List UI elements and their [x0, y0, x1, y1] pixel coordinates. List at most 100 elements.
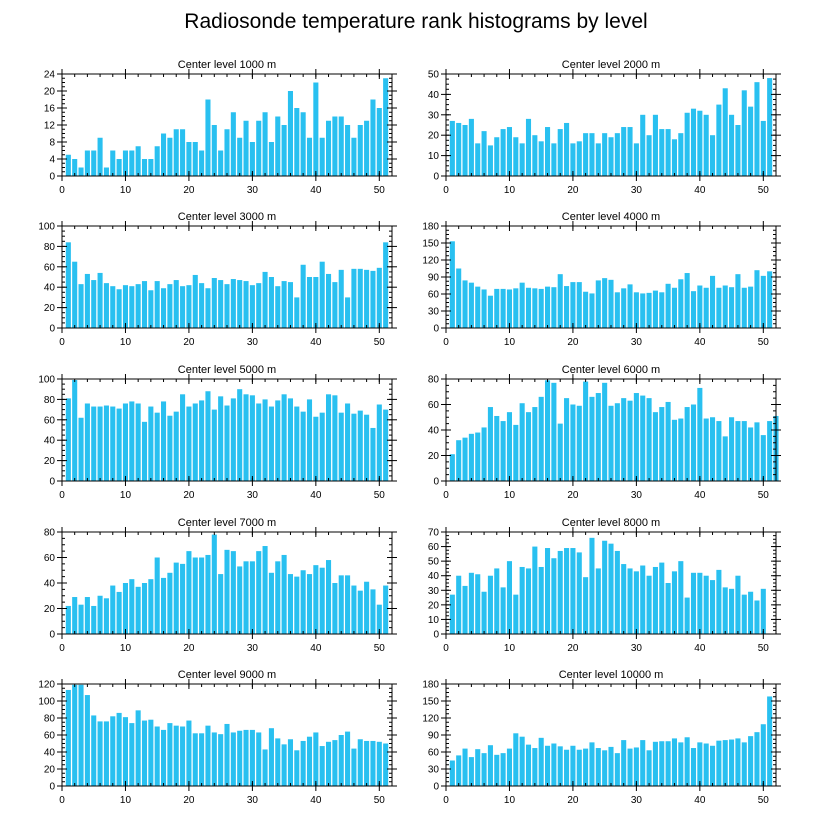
histogram-bar: [671, 419, 677, 481]
histogram-bar: [300, 112, 306, 176]
histogram-bar: [684, 407, 690, 481]
y-tick-label: 60: [44, 262, 56, 273]
histogram-bar: [621, 398, 627, 481]
histogram-bar: [456, 575, 462, 634]
y-tick-label: 100: [38, 222, 55, 233]
histogram-bar: [281, 281, 287, 328]
histogram-bar: [65, 154, 71, 176]
histogram-bar: [186, 142, 192, 176]
histogram-bar: [716, 287, 722, 328]
histogram-bar: [148, 579, 154, 634]
histogram-bar: [351, 268, 357, 328]
histogram-bar: [370, 427, 376, 481]
histogram-bar: [602, 540, 608, 634]
y-tick-label: 40: [44, 436, 56, 447]
histogram-bar: [275, 116, 281, 176]
histogram-bar: [199, 150, 205, 176]
x-tick-label: 0: [59, 490, 65, 501]
histogram-bar: [91, 605, 97, 634]
histogram-bar: [268, 142, 274, 176]
histogram-bar: [741, 742, 747, 786]
histogram-bar: [710, 580, 716, 634]
histogram-bar: [141, 720, 148, 786]
x-tick-label: 40: [694, 490, 706, 501]
y-tick-label: 60: [428, 542, 440, 553]
histogram-bar: [173, 129, 179, 176]
histogram-bar: [729, 739, 735, 786]
histogram-bar: [665, 283, 671, 328]
histogram-bar: [767, 78, 773, 176]
histogram-bar: [345, 575, 351, 634]
x-tick-label: 10: [120, 337, 132, 348]
x-tick-label: 30: [631, 795, 643, 806]
histogram-bar: [710, 417, 716, 481]
histogram-bar: [91, 715, 97, 786]
histogram-bar: [91, 280, 97, 328]
y-tick-label: 90: [428, 273, 440, 284]
y-tick-label: 20: [44, 765, 56, 776]
y-tick-label: 40: [44, 283, 56, 294]
panel-title: Center level 8000 m: [562, 517, 660, 529]
histogram-bar: [376, 741, 382, 786]
histogram-bar: [602, 382, 608, 481]
histogram-bar: [538, 141, 544, 176]
histogram-bar: [326, 560, 332, 634]
histogram-bar: [589, 293, 595, 328]
histogram-bar: [268, 728, 274, 786]
histogram-bar: [186, 285, 192, 328]
histogram-bar: [345, 403, 351, 481]
histogram-bar: [199, 733, 205, 786]
histogram-bar: [167, 284, 173, 328]
histogram-bar: [116, 712, 122, 786]
histogram-bar: [608, 279, 614, 328]
histogram-bar: [564, 286, 570, 328]
histogram-bar: [506, 748, 512, 786]
histogram-bar: [135, 710, 141, 786]
histogram-bar: [313, 732, 319, 786]
histogram-bar: [370, 99, 376, 176]
histogram-bar: [78, 604, 84, 634]
histogram-bar: [703, 418, 709, 481]
histogram-bar: [735, 738, 741, 786]
histogram-bar: [468, 118, 474, 176]
histogram-bar: [122, 717, 128, 786]
histogram-bar: [449, 241, 455, 328]
y-tick-label: 50: [428, 557, 440, 568]
histogram-bar: [243, 729, 249, 786]
x-tick-label: 30: [247, 490, 259, 501]
histogram-bar: [519, 566, 525, 634]
histogram-bar: [338, 412, 344, 481]
histogram-bar: [173, 725, 179, 786]
histogram-bar: [154, 726, 160, 786]
histogram-bar: [697, 572, 703, 634]
histogram-bar: [754, 732, 760, 786]
y-tick-label: 80: [44, 242, 56, 253]
histogram-bar: [494, 754, 500, 786]
y-tick-label: 70: [428, 528, 440, 539]
histogram-bar: [722, 436, 728, 481]
histogram-bar: [633, 143, 639, 176]
histogram-bar: [326, 120, 332, 176]
histogram-bar: [506, 412, 512, 481]
histogram-bar: [468, 282, 474, 328]
x-tick-label: 20: [183, 490, 195, 501]
histogram-panel: Center level 5000 m 0 20 40 60 80 100 0 10 20 30 40…: [38, 364, 397, 501]
histogram-bar: [659, 562, 665, 634]
histogram-bar: [287, 91, 293, 176]
histogram-bar: [154, 557, 160, 634]
x-tick-label: 50: [374, 643, 386, 654]
histogram-bar: [154, 412, 160, 481]
histogram-bar: [570, 745, 576, 786]
histogram-bar: [161, 133, 167, 176]
histogram-bar: [525, 568, 532, 634]
histogram-bar: [665, 401, 671, 481]
y-tick-label: 40: [44, 748, 56, 759]
histogram-bar: [456, 268, 462, 328]
histogram-bar: [281, 394, 287, 481]
histogram-bar: [161, 288, 167, 328]
histogram-bar: [376, 604, 382, 634]
histogram-bar: [78, 684, 84, 786]
histogram-bar: [513, 288, 519, 328]
histogram-bar: [583, 133, 589, 176]
x-tick-label: 40: [310, 795, 322, 806]
